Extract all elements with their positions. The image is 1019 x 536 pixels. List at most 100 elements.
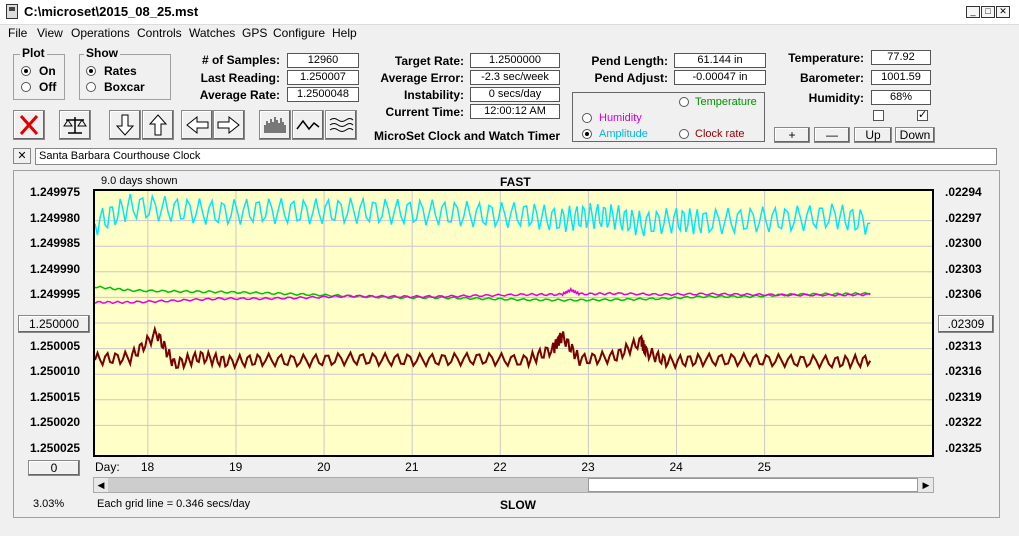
x-tick-label: 18 xyxy=(140,460,155,474)
maximize-button[interactable]: □ xyxy=(981,6,995,18)
plot-on-radio[interactable] xyxy=(21,66,31,76)
show-rates-label: Rates xyxy=(104,64,137,78)
clear-clock-button[interactable]: ✕ xyxy=(13,148,31,164)
humidity-radio[interactable] xyxy=(582,113,592,123)
scale-plus-button[interactable]: + xyxy=(774,127,810,143)
days-shown-label: 9.0 days shown xyxy=(101,175,178,187)
right-tick-label: .02313 xyxy=(945,338,982,353)
samples-label: # of Samples: xyxy=(201,53,280,67)
right-tick-label: .02325 xyxy=(945,441,982,455)
left-tick-label: 1.250025 xyxy=(30,441,81,455)
humidity-value: 68% xyxy=(871,90,931,105)
menu-configure[interactable]: Configure xyxy=(273,26,326,40)
temperature-radio[interactable] xyxy=(679,97,689,107)
left-arrow-button[interactable] xyxy=(181,110,213,140)
series-select-group xyxy=(572,92,765,142)
show-rates-radio[interactable] xyxy=(86,66,96,76)
x-tick-label: 24 xyxy=(669,460,683,474)
wave-button[interactable] xyxy=(292,110,324,140)
amplitude-option: Amplitude xyxy=(599,128,648,140)
last-reading-label: Last Reading: xyxy=(200,71,280,85)
last-reading-value: 1.250007 xyxy=(287,70,359,85)
plot-area xyxy=(95,191,932,455)
clock-rate-option: Clock rate xyxy=(695,128,745,140)
x-tick-label: 20 xyxy=(317,460,331,474)
scale-up-button[interactable]: Up xyxy=(854,127,892,143)
current-time-label: Current Time: xyxy=(385,105,464,119)
target-rate-value: 1.2500000 xyxy=(470,53,560,68)
option-checkbox-2[interactable]: ✓ xyxy=(917,109,928,121)
stop-x-icon xyxy=(19,115,39,135)
up-arrow-button[interactable] xyxy=(142,110,174,140)
scroll-right-icon[interactable]: ▶ xyxy=(922,480,930,490)
right-tick-label: .02319 xyxy=(945,389,982,404)
minimize-button[interactable]: _ xyxy=(966,6,980,18)
arrow-down-icon xyxy=(115,114,135,136)
left-tick-label: 1.250015 xyxy=(30,389,81,404)
close-button[interactable]: ✕ xyxy=(996,6,1010,18)
scrollbar-thumb[interactable] xyxy=(588,478,918,492)
clock-rate-radio[interactable] xyxy=(679,129,689,139)
temperature-label: Temperature: xyxy=(788,51,864,65)
left-tick-label: 1.249985 xyxy=(30,236,81,251)
instability-value: 0 secs/day xyxy=(470,87,560,102)
plot-on-label: On xyxy=(39,64,56,78)
scale-minus-button[interactable]: — xyxy=(814,127,850,143)
balance-button[interactable] xyxy=(59,110,91,140)
percent-label: 3.03% xyxy=(33,498,65,510)
show-boxcar-radio[interactable] xyxy=(86,82,96,92)
barometer-value: 1001.59 xyxy=(871,70,931,85)
pend-length-label: Pend Length: xyxy=(591,54,668,68)
samples-value: 12960 xyxy=(287,53,359,68)
app-name: MicroSet Clock and Watch Timer xyxy=(374,129,561,143)
clock-name-field[interactable]: Santa Barbara Courthouse Clock xyxy=(35,148,997,165)
right-scale-button[interactable]: .02309 xyxy=(938,315,994,333)
arrow-up-icon xyxy=(148,114,168,136)
chart-panel xyxy=(13,170,1000,518)
right-tick-label: .02300 xyxy=(945,236,982,251)
menu-file[interactable]: File xyxy=(8,26,28,40)
current-time-value: 12:00:12 AM xyxy=(470,104,560,119)
window-title: C:\microset\2015_08_25.mst xyxy=(24,4,199,19)
menu-watches[interactable]: Watches xyxy=(189,26,236,40)
multi-wave-icon xyxy=(329,118,354,132)
temperature-option: Temperature xyxy=(695,96,757,108)
option-checkbox-1[interactable] xyxy=(873,110,884,121)
menu-view[interactable]: View xyxy=(37,26,63,40)
pend-adjust-label: Pend Adjust: xyxy=(594,71,668,85)
right-tick-label: .02316 xyxy=(945,364,982,379)
title-bar xyxy=(0,0,1019,25)
scrollbar-track xyxy=(108,478,588,492)
left-tick-label: 1.250010 xyxy=(30,364,81,379)
stop-button[interactable] xyxy=(13,110,45,140)
histogram-button[interactable] xyxy=(259,110,291,140)
average-error-label: Average Error: xyxy=(380,71,464,85)
left-scale-button[interactable]: 1.250000 xyxy=(18,315,90,333)
down-arrow-button[interactable] xyxy=(109,110,141,140)
amplitude-radio[interactable] xyxy=(582,129,592,139)
fast-label: FAST xyxy=(500,175,531,189)
left-tick-label: 1.250020 xyxy=(30,415,81,430)
series-line-1 xyxy=(95,193,871,237)
show-boxcar-label: Boxcar xyxy=(104,80,145,94)
menu-gps[interactable]: GPS xyxy=(242,26,268,40)
app-icon[interactable] xyxy=(6,4,18,19)
plot-off-label: Off xyxy=(39,80,57,94)
x-tick-label: 25 xyxy=(757,460,771,474)
average-error-value: -2.3 sec/week xyxy=(470,70,560,85)
multi-wave-button[interactable] xyxy=(325,110,357,140)
balance-scale-icon xyxy=(63,117,87,134)
menu-operations[interactable]: Operations xyxy=(71,26,130,40)
bottom-scale-button[interactable]: 0 xyxy=(28,460,80,476)
plot-frame xyxy=(93,189,934,457)
menu-help[interactable]: Help xyxy=(332,26,357,40)
menu-controls[interactable]: Controls xyxy=(137,26,182,40)
x-tick-label: 22 xyxy=(493,460,507,474)
average-rate-value: 1.2500048 xyxy=(287,87,359,102)
right-arrow-button[interactable] xyxy=(213,110,245,140)
scale-down-button[interactable]: Down xyxy=(895,127,935,143)
scroll-left-icon[interactable]: ◀ xyxy=(97,480,105,490)
plot-off-radio[interactable] xyxy=(21,82,31,92)
pend-length-value: 61.144 in xyxy=(674,53,766,68)
show-group-title: Show xyxy=(84,46,120,60)
